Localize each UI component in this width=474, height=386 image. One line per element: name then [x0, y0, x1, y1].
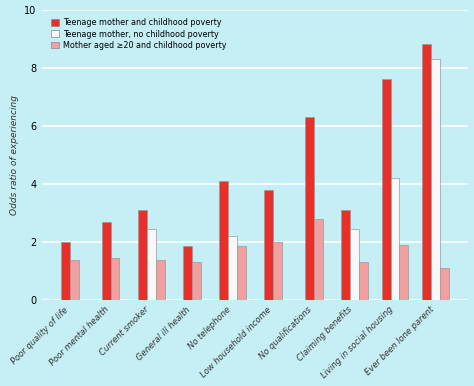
Bar	[237, 247, 246, 300]
Bar	[110, 258, 119, 300]
Bar	[228, 236, 237, 300]
Bar	[192, 262, 201, 300]
Bar	[70, 259, 79, 300]
Bar	[422, 44, 431, 300]
Bar	[440, 268, 449, 300]
Bar	[155, 259, 164, 300]
Bar	[183, 247, 192, 300]
Bar	[61, 242, 70, 300]
Bar	[314, 219, 323, 300]
Bar	[391, 178, 400, 300]
Bar	[382, 80, 391, 300]
Bar	[146, 229, 155, 300]
Bar	[359, 262, 368, 300]
Bar	[431, 59, 440, 300]
Bar	[138, 210, 146, 300]
Bar	[400, 245, 409, 300]
Bar	[273, 242, 282, 300]
Bar	[350, 229, 359, 300]
Bar	[264, 190, 273, 300]
Y-axis label: Odds ratio of experiencing: Odds ratio of experiencing	[10, 95, 19, 215]
Bar	[219, 181, 228, 300]
Bar	[341, 210, 350, 300]
Legend: Teenage mother and childhood poverty, Teenage mother, no childhood poverty, Moth: Teenage mother and childhood poverty, Te…	[50, 17, 228, 52]
Bar	[305, 117, 314, 300]
Bar	[101, 222, 110, 300]
